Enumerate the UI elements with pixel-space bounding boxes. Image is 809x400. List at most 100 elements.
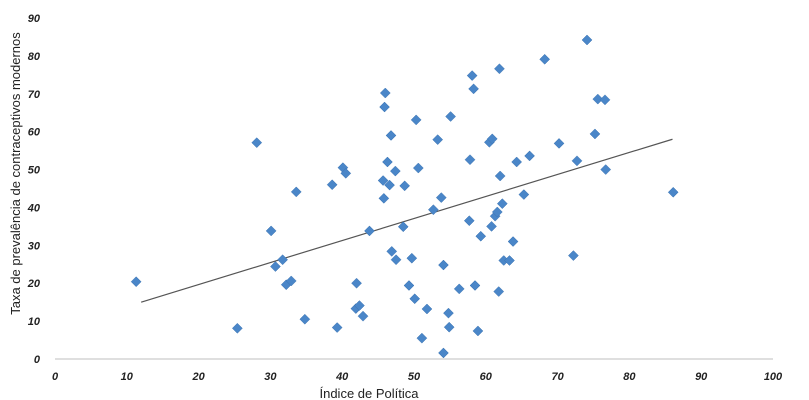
data-point xyxy=(397,221,409,233)
data-point xyxy=(331,322,343,333)
data-point xyxy=(416,332,428,344)
x-axis-title: Índice de Política xyxy=(319,386,419,400)
data-point xyxy=(265,225,277,237)
y-tick-label: 80 xyxy=(28,51,41,63)
data-point xyxy=(464,154,476,166)
y-tick-label: 60 xyxy=(28,127,41,139)
data-point xyxy=(494,63,505,75)
data-point xyxy=(539,53,551,65)
data-point xyxy=(251,137,263,149)
x-tick-label: 10 xyxy=(121,371,134,383)
data-point xyxy=(453,283,465,295)
y-tick-label: 50 xyxy=(28,165,41,177)
y-tick-label: 90 xyxy=(28,13,41,25)
data-point xyxy=(379,87,391,99)
y-tick-label: 30 xyxy=(28,240,41,252)
x-axis-ticks: 0 10 20 30 40 50 60 70 80 90 100 xyxy=(52,371,783,383)
x-tick-label: 90 xyxy=(695,371,708,383)
data-point xyxy=(571,155,583,167)
x-tick-label: 100 xyxy=(764,371,783,383)
data-point xyxy=(232,322,243,334)
data-point xyxy=(463,215,475,227)
data-point xyxy=(390,254,402,266)
y-tick-label: 20 xyxy=(27,278,41,290)
data-point xyxy=(277,254,288,266)
data-point xyxy=(379,101,390,113)
x-tick-label: 60 xyxy=(480,371,493,383)
x-tick-label: 80 xyxy=(623,371,636,383)
data-point xyxy=(409,293,421,305)
data-point xyxy=(592,93,604,105)
data-point xyxy=(507,236,519,247)
data-point xyxy=(494,170,506,182)
data-point xyxy=(491,206,503,218)
data-point xyxy=(386,246,398,257)
x-tick-label: 30 xyxy=(264,371,277,383)
data-point xyxy=(524,150,535,162)
data-point xyxy=(357,310,369,322)
data-point xyxy=(432,134,444,145)
y-axis-title: Taxa de prevalência de contraceptivos mo… xyxy=(8,32,23,315)
y-tick-label: 70 xyxy=(28,89,41,101)
data-point xyxy=(340,167,352,179)
data-point xyxy=(599,94,611,106)
data-point xyxy=(468,83,479,95)
x-tick-label: 70 xyxy=(551,371,564,383)
data-point xyxy=(382,156,393,168)
data-point xyxy=(443,321,455,333)
data-point xyxy=(385,130,397,141)
data-point xyxy=(285,275,297,287)
data-point xyxy=(475,230,487,242)
data-point xyxy=(511,156,523,168)
data-point xyxy=(600,164,612,175)
data-point xyxy=(443,307,454,319)
data-point xyxy=(406,252,418,264)
data-point xyxy=(435,192,447,203)
data-point xyxy=(403,280,415,291)
data-point xyxy=(504,255,515,266)
data-point xyxy=(486,133,498,145)
data-point xyxy=(384,179,395,191)
data-point xyxy=(667,186,679,198)
y-axis-ticks: 0 10 20 30 40 50 60 70 80 90 xyxy=(27,13,41,366)
data-point xyxy=(466,70,478,81)
data-point xyxy=(326,179,338,191)
data-point xyxy=(445,111,456,122)
data-point xyxy=(589,128,601,140)
data-point xyxy=(421,303,433,315)
data-point xyxy=(399,180,411,192)
data-point xyxy=(354,300,365,311)
trendline xyxy=(140,138,673,303)
data-point xyxy=(428,204,439,216)
data-point xyxy=(438,259,449,271)
data-point xyxy=(581,34,593,46)
data-points xyxy=(130,34,679,359)
data-point xyxy=(410,114,422,126)
data-point xyxy=(270,261,281,272)
data-point xyxy=(496,198,508,210)
y-tick-label: 0 xyxy=(34,354,41,366)
data-point xyxy=(130,276,142,288)
x-tick-label: 40 xyxy=(335,371,349,383)
data-point xyxy=(493,286,505,297)
y-tick-label: 40 xyxy=(27,202,41,214)
data-point xyxy=(364,225,375,237)
x-tick-label: 0 xyxy=(52,371,59,383)
data-point xyxy=(472,325,484,337)
data-point xyxy=(518,189,530,200)
x-tick-label: 20 xyxy=(191,371,205,383)
data-point xyxy=(553,138,565,149)
data-point xyxy=(412,162,424,174)
data-point xyxy=(486,221,497,232)
data-point xyxy=(438,347,449,359)
data-point xyxy=(469,280,481,291)
data-point xyxy=(299,313,311,325)
data-point xyxy=(568,250,579,261)
data-point xyxy=(377,175,389,186)
data-point xyxy=(389,165,401,177)
x-tick-label: 50 xyxy=(408,371,421,383)
data-point xyxy=(351,277,362,289)
y-tick-label: 10 xyxy=(28,316,41,328)
data-point xyxy=(378,192,390,204)
